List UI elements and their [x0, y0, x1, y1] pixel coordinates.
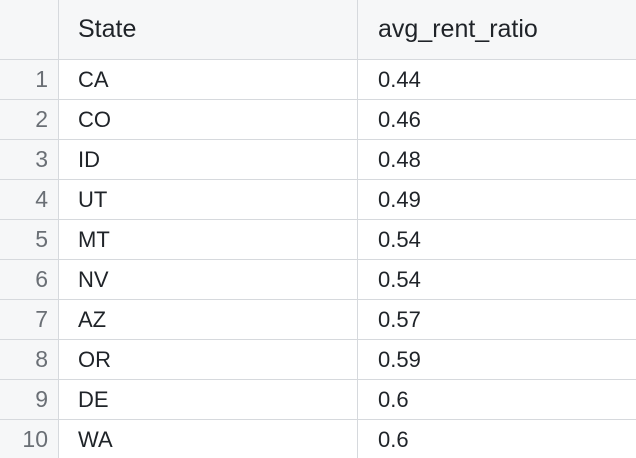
table-row[interactable]: 4 UT 0.49 [0, 180, 636, 220]
state-cell[interactable]: WA [59, 420, 358, 458]
avg-rent-ratio-cell[interactable]: 0.54 [358, 260, 636, 300]
row-index: 10 [0, 420, 59, 458]
avg-rent-ratio-cell[interactable]: 0.48 [358, 140, 636, 180]
row-index-header [0, 0, 59, 60]
state-cell[interactable]: AZ [59, 300, 358, 340]
avg-rent-ratio-cell[interactable]: 0.54 [358, 220, 636, 260]
state-cell[interactable]: CA [59, 60, 358, 100]
avg-rent-ratio-cell[interactable]: 0.59 [358, 340, 636, 380]
state-cell[interactable]: DE [59, 380, 358, 420]
row-index: 4 [0, 180, 59, 220]
state-cell[interactable]: UT [59, 180, 358, 220]
row-index: 8 [0, 340, 59, 380]
avg-rent-ratio-cell[interactable]: 0.6 [358, 380, 636, 420]
avg-rent-ratio-cell[interactable]: 0.46 [358, 100, 636, 140]
table-row[interactable]: 9 DE 0.6 [0, 380, 636, 420]
row-index: 2 [0, 100, 59, 140]
row-index: 3 [0, 140, 59, 180]
state-cell[interactable]: MT [59, 220, 358, 260]
avg-rent-ratio-cell[interactable]: 0.49 [358, 180, 636, 220]
row-index: 6 [0, 260, 59, 300]
row-index: 7 [0, 300, 59, 340]
table-row[interactable]: 1 CA 0.44 [0, 60, 636, 100]
table-row[interactable]: 5 MT 0.54 [0, 220, 636, 260]
state-cell[interactable]: OR [59, 340, 358, 380]
table-row[interactable]: 8 OR 0.59 [0, 340, 636, 380]
table-row[interactable]: 10 WA 0.6 [0, 420, 636, 458]
table-row[interactable]: 7 AZ 0.57 [0, 300, 636, 340]
table-row[interactable]: 3 ID 0.48 [0, 140, 636, 180]
table-row[interactable]: 2 CO 0.46 [0, 100, 636, 140]
state-cell[interactable]: CO [59, 100, 358, 140]
row-index: 1 [0, 60, 59, 100]
row-index: 5 [0, 220, 59, 260]
row-index: 9 [0, 380, 59, 420]
state-cell[interactable]: ID [59, 140, 358, 180]
avg-rent-ratio-cell[interactable]: 0.57 [358, 300, 636, 340]
state-cell[interactable]: NV [59, 260, 358, 300]
column-header-avg-rent-ratio[interactable]: avg_rent_ratio [358, 0, 636, 60]
column-header-state[interactable]: State [59, 0, 358, 60]
avg-rent-ratio-cell[interactable]: 0.6 [358, 420, 636, 458]
table-header-row: State avg_rent_ratio [0, 0, 636, 60]
avg-rent-ratio-cell[interactable]: 0.44 [358, 60, 636, 100]
table-row[interactable]: 6 NV 0.54 [0, 260, 636, 300]
